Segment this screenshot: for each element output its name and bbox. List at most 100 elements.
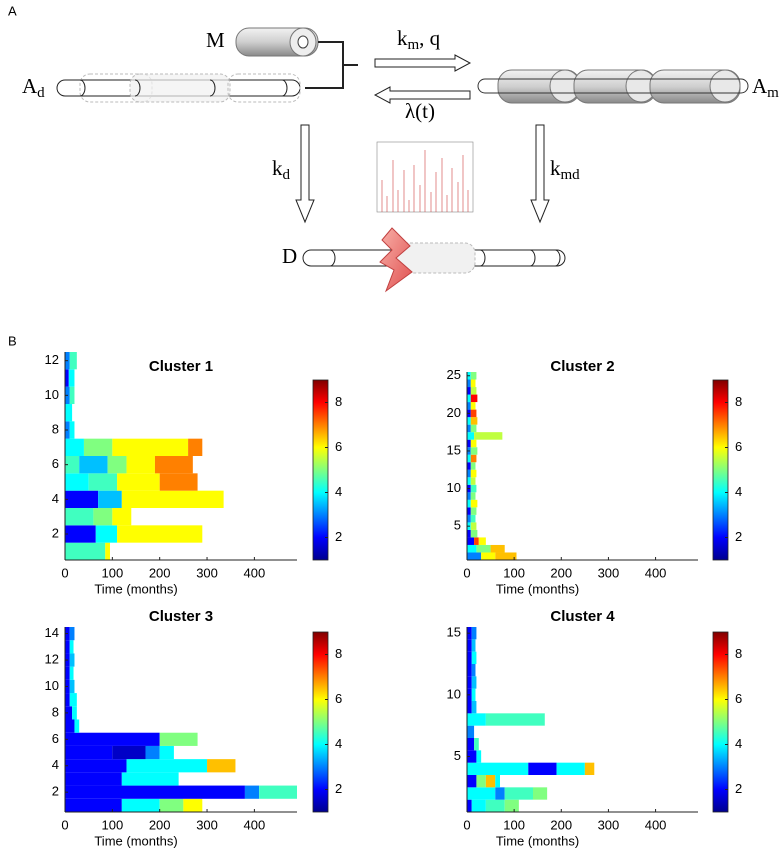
segment	[490, 544, 505, 553]
y-tick-label: 12	[45, 651, 59, 666]
y-tick-label: 2	[52, 525, 59, 540]
segment	[467, 507, 471, 515]
segment	[65, 490, 99, 508]
label-kmd: kmd	[550, 156, 580, 184]
label-rest: , q	[419, 26, 441, 50]
segment	[470, 499, 478, 508]
segment	[467, 499, 471, 508]
y-tick-label: 12	[45, 352, 59, 367]
label-am: Am	[752, 74, 779, 102]
label-sub: d	[37, 85, 45, 101]
y-tick-label: 5	[454, 518, 461, 533]
label-m: M	[206, 28, 225, 52]
segment	[65, 640, 70, 654]
segment	[485, 775, 496, 788]
label-lambda: λ(t)	[405, 99, 435, 123]
x-tick-label: 100	[503, 817, 525, 832]
dashed-subunit	[129, 73, 231, 103]
segment	[183, 798, 203, 812]
cylinder-end	[709, 69, 741, 103]
y-tick-label: 15	[447, 625, 461, 640]
segment	[495, 787, 505, 800]
segment	[528, 762, 557, 775]
segment	[207, 759, 236, 773]
segment	[467, 552, 482, 560]
segment	[467, 738, 475, 751]
x-tick-label: 400	[645, 565, 667, 580]
segment	[470, 447, 478, 455]
label-kd: kd	[272, 156, 291, 184]
segment	[467, 537, 475, 545]
x-tick-label: 200	[149, 817, 171, 832]
segment	[467, 775, 477, 788]
chart-title: Cluster 4	[550, 608, 615, 625]
segment	[476, 544, 491, 553]
segment	[471, 651, 477, 664]
colorbar-tick-label: 8	[335, 646, 342, 661]
segment	[470, 529, 478, 538]
segment	[504, 799, 519, 812]
segment	[244, 785, 260, 799]
segment	[65, 706, 73, 720]
arrow-left	[373, 86, 471, 104]
segment	[470, 387, 477, 395]
colorbar-tick-label: 4	[335, 484, 342, 499]
segment	[121, 490, 224, 508]
segment	[88, 473, 118, 491]
dashed-subunit	[227, 73, 301, 103]
segment	[83, 438, 113, 456]
segment	[65, 772, 122, 786]
segment	[65, 508, 94, 526]
y-tick-label: 5	[454, 748, 461, 763]
label-base: A	[22, 74, 38, 98]
segment	[471, 627, 477, 640]
y-tick-label: 10	[45, 678, 59, 693]
segment	[467, 417, 471, 425]
segment	[98, 490, 122, 508]
segment	[467, 664, 472, 677]
segment	[495, 775, 500, 788]
segment	[470, 379, 476, 388]
segment	[93, 508, 113, 526]
colorbar-tick-label: 2	[735, 529, 742, 544]
segment	[470, 394, 478, 403]
segment	[112, 508, 132, 526]
segment	[95, 525, 118, 543]
segment	[65, 759, 127, 773]
segment	[467, 799, 472, 812]
segment	[107, 456, 127, 474]
colorbar-tick-label: 4	[735, 736, 742, 751]
colorbar	[712, 379, 729, 561]
segment	[478, 537, 486, 545]
x-tick-label: 300	[196, 565, 218, 580]
segment	[467, 787, 496, 800]
x-tick-label: 400	[244, 817, 266, 832]
y-tick-label: 14	[45, 625, 59, 640]
x-tick-label: 300	[598, 817, 620, 832]
segment	[65, 732, 160, 746]
colorbar-tick-label: 6	[735, 691, 742, 706]
segment	[69, 386, 75, 404]
segment	[69, 640, 74, 654]
colorbar-tick-label: 8	[735, 646, 742, 661]
segment	[65, 525, 96, 543]
label-sub: m	[767, 85, 779, 101]
diagram-labels: M Ad Am km, q λ(t) kd kmd D	[22, 26, 779, 268]
x-tick-label: 200	[550, 565, 572, 580]
segment	[65, 542, 106, 560]
segment	[467, 762, 529, 775]
label-base: k	[272, 156, 283, 180]
tube-joint	[79, 79, 288, 97]
x-tick-label: 100	[101, 817, 123, 832]
segment	[154, 456, 193, 474]
segment	[65, 666, 70, 680]
segment	[476, 750, 482, 763]
segment	[471, 639, 476, 652]
segment	[65, 693, 70, 707]
label-base: A	[752, 74, 768, 98]
chart-title: Cluster 2	[550, 358, 614, 375]
segment	[69, 352, 77, 370]
segment	[72, 706, 77, 720]
segment	[79, 456, 108, 474]
y-tick-label: 6	[52, 456, 59, 471]
